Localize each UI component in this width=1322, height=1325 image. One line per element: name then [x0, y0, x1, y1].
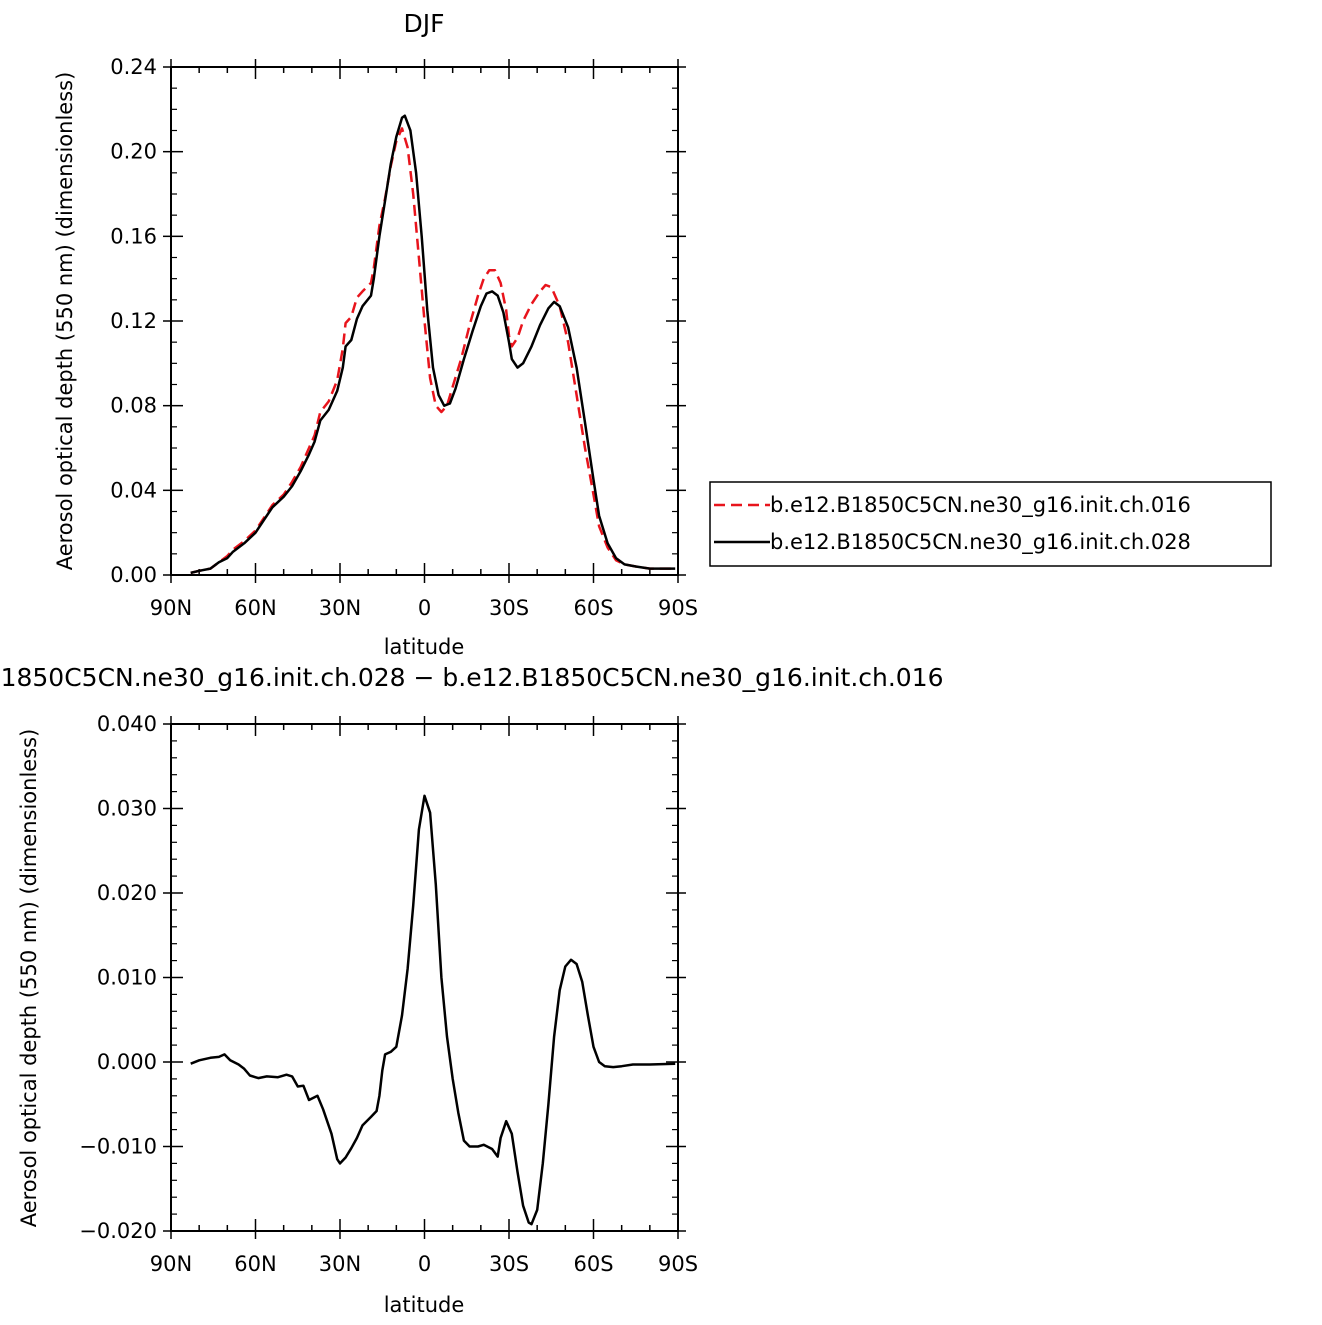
top-y-tick-label: 0.08	[110, 394, 157, 418]
legend-box	[709, 481, 1272, 567]
bottom-series-lines	[190, 794, 676, 1226]
top-y-tick-label: 0.24	[110, 55, 157, 79]
top-y-tick-label: 0.16	[110, 224, 157, 248]
bottom-y-tick-label: −0.010	[79, 1135, 157, 1159]
top-x-axis-label: latitude	[384, 635, 465, 659]
top-y-axis-label: Aerosol optical depth (550 nm) (dimensio…	[53, 72, 77, 571]
top-x-tick-labels: 90N 60N 30N 0 30S 60S 90S	[150, 596, 698, 620]
legend-label-016: b.e12.B1850C5CN.ne30_g16.init.ch.016	[770, 493, 1191, 518]
top-x-tick-label: 60S	[573, 596, 613, 620]
bottom-y-tick-label: 0.010	[97, 966, 157, 990]
bottom-series-line-0	[190, 794, 676, 1226]
legend: b.e12.B1850C5CN.ne30_g16.init.ch.016 b.e…	[709, 481, 1272, 567]
bottom-x-tick-label: 60S	[573, 1252, 613, 1276]
bottom-x-tick-labels: 90N 60N 30N 0 30S 60S 90S	[150, 1252, 698, 1276]
top-x-tick-label: 0	[418, 596, 431, 620]
top-plot-area	[163, 59, 686, 583]
top-series-line-1	[190, 114, 676, 575]
bottom-x-tick-label: 60N	[234, 1252, 276, 1276]
top-series-line-0	[190, 127, 676, 575]
legend-label-028: b.e12.B1850C5CN.ne30_g16.init.ch.028	[770, 530, 1191, 555]
bottom-x-tick-label: 30S	[489, 1252, 529, 1276]
bottom-x-tick-label: 30N	[319, 1252, 361, 1276]
bottom-x-tick-label: 0	[418, 1252, 431, 1276]
bottom-x-axis-label: latitude	[384, 1293, 465, 1317]
bottom-x-tick-label: 90N	[150, 1252, 192, 1276]
top-y-tick-label: 0.04	[110, 478, 157, 502]
bottom-plot-area	[163, 716, 686, 1239]
top-x-tick-label: 90N	[150, 596, 192, 620]
top-x-tick-label: 30N	[319, 596, 361, 620]
top-series-lines	[190, 114, 676, 575]
top-x-tick-label: 30S	[489, 596, 529, 620]
top-y-tick-label: 0.00	[110, 563, 157, 587]
bottom-plot-title: b.e12.B1850C5CN.ne30_g16.init.ch.028 − b…	[0, 663, 944, 692]
top-plot-title: DJF	[403, 9, 444, 38]
bottom-y-tick-label: 0.020	[97, 881, 157, 905]
djf-panel: DJF 0.00 0.04 0.08 0.12 0.16 0.20 0.24 90N 60N 3…	[53, 9, 698, 659]
bottom-y-tick-label: 0.040	[97, 712, 157, 736]
bottom-y-tick-labels: −0.020 −0.010 0.000 0.010 0.020 0.030 0.040	[79, 712, 157, 1243]
top-plot-frame	[170, 66, 679, 576]
top-x-tick-label: 60N	[234, 596, 276, 620]
bottom-x-tick-label: 90S	[658, 1252, 698, 1276]
top-y-tick-labels: 0.00 0.04 0.08 0.12 0.16 0.20 0.24	[110, 55, 157, 587]
difference-panel: b.e12.B1850C5CN.ne30_g16.init.ch.028 − b…	[0, 663, 944, 1317]
bottom-y-tick-label: −0.020	[79, 1219, 157, 1243]
bottom-y-tick-label: 0.000	[97, 1050, 157, 1074]
bottom-y-axis-label: Aerosol optical depth (550 nm) (dimensio…	[17, 729, 41, 1228]
top-y-tick-label: 0.20	[110, 140, 157, 164]
top-y-tick-label: 0.12	[110, 309, 157, 333]
bottom-y-tick-label: 0.030	[97, 797, 157, 821]
top-x-tick-label: 90S	[658, 596, 698, 620]
